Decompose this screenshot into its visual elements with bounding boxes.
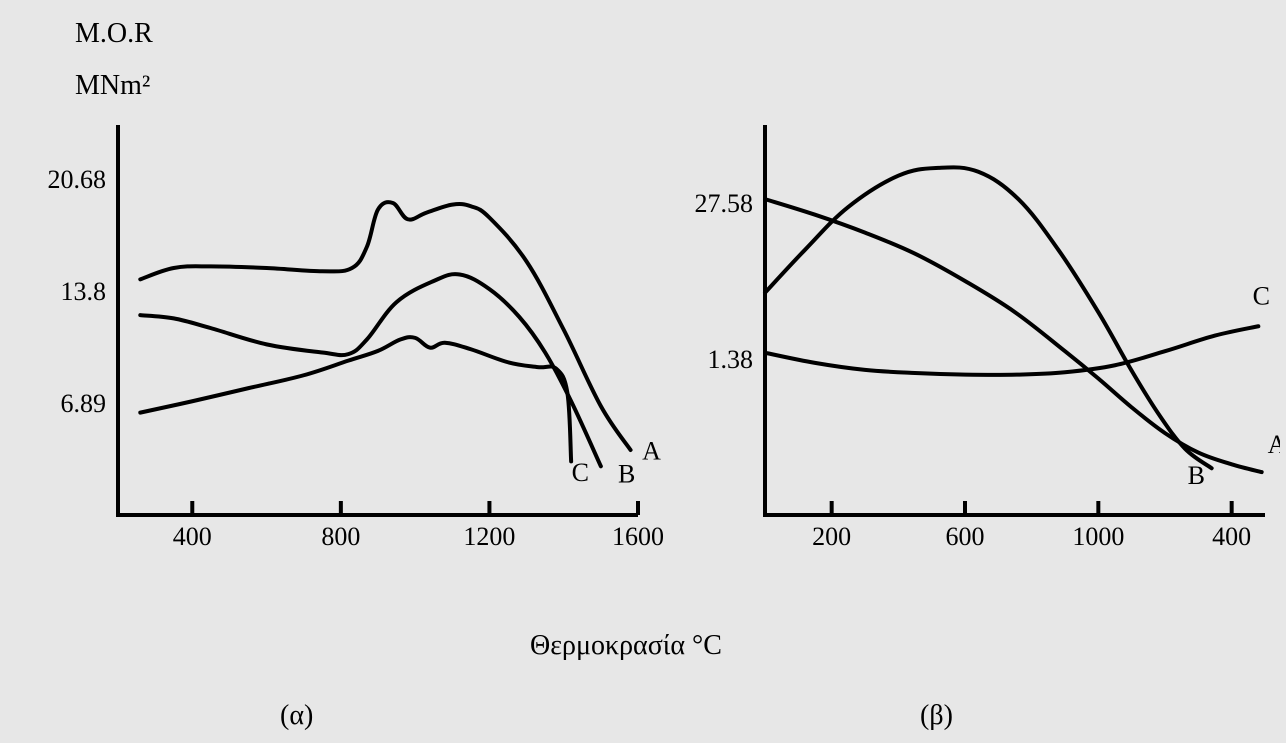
left-chart-series-c (140, 337, 571, 461)
right-chart-svg: 200 600 1000 400 27.58 1.38 A B C (690, 110, 1280, 550)
left-chart-xtick-label: 1200 (463, 522, 515, 550)
panel-label-left: (α) (280, 700, 313, 732)
left-chart-svg: 400 800 1200 1600 20.68 13.8 6.89 ABC (0, 110, 670, 550)
y-axis-title-line1: M.O.R (75, 18, 153, 50)
left-chart-xtick-label: 800 (321, 522, 360, 550)
right-chart-axes (765, 125, 1265, 515)
left-chart-xtick-label: 1600 (612, 522, 664, 550)
left-chart-ytick-label: 6.89 (61, 389, 107, 418)
right-chart: 200 600 1000 400 27.58 1.38 A B C (690, 110, 1280, 550)
right-chart-series-a (765, 199, 1262, 472)
left-chart-series-label-c: C (572, 458, 589, 487)
y-axis-title-line2: MNm² (75, 70, 150, 102)
left-chart-series-a (140, 202, 630, 450)
left-chart-series-label-b: B (618, 459, 635, 488)
left-chart-xtick-label: 400 (173, 522, 212, 550)
x-axis-title: Θερμοκρασία °C (530, 630, 722, 662)
figure-container: { "background_color": "#e7e7e7", "canvas… (0, 0, 1286, 743)
left-chart-series-b (140, 274, 601, 466)
right-chart-ytick-label: 1.38 (708, 345, 754, 374)
left-chart: 400 800 1200 1600 20.68 13.8 6.89 ABC (0, 110, 670, 550)
right-chart-ytick-label: 27.58 (695, 189, 754, 218)
panel-label-right: (β) (920, 700, 953, 732)
right-chart-xtick-label: 200 (812, 522, 851, 550)
left-chart-series-label-a: A (642, 437, 661, 466)
right-chart-xtick-label: 1000 (1072, 522, 1124, 550)
right-chart-series-b (765, 167, 1212, 468)
right-chart-series-label-c: C (1253, 282, 1270, 311)
right-chart-xtick-label: 600 (946, 522, 985, 550)
left-chart-ytick-label: 20.68 (48, 165, 107, 194)
right-chart-xtick-label: 400 (1212, 522, 1251, 550)
right-chart-series-label-b: B (1188, 461, 1205, 490)
right-chart-series-label-a: A (1268, 430, 1280, 459)
left-chart-ytick-label: 13.8 (61, 277, 107, 306)
right-chart-series-c (765, 326, 1258, 375)
